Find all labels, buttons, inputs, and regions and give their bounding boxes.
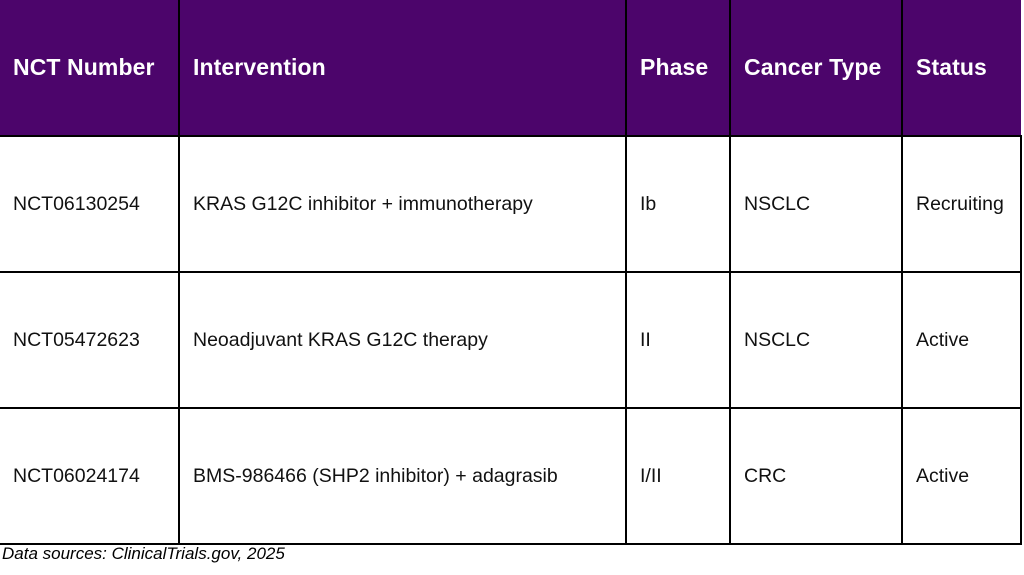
cell-status: Active xyxy=(901,271,1022,409)
cell-cancer-type: NSCLC xyxy=(729,271,903,409)
table-row[interactable]: NCT06024174 BMS-986466 (SHP2 inhibitor) … xyxy=(0,407,1022,545)
table-body: NCT06130254 KRAS G12C inhibitor + immuno… xyxy=(0,135,1022,545)
column-header-nct-number[interactable]: NCT Number xyxy=(0,0,180,137)
cell-cancer-type: CRC xyxy=(729,407,903,545)
table-header: NCT Number Intervention Phase Cancer Typ… xyxy=(0,0,1021,137)
table-row[interactable]: NCT06130254 KRAS G12C inhibitor + immuno… xyxy=(0,135,1022,273)
cell-nct-number: NCT06130254 xyxy=(0,135,180,273)
cell-status: Active xyxy=(901,407,1022,545)
cell-nct-number: NCT06024174 xyxy=(0,407,180,545)
data-sources-footnote: Data sources: ClinicalTrials.gov, 2025 xyxy=(2,544,285,563)
clinical-trials-table: NCT Number Intervention Phase Cancer Typ… xyxy=(0,0,1022,545)
cell-phase: I/II xyxy=(625,407,731,545)
header-row: NCT Number Intervention Phase Cancer Typ… xyxy=(0,0,1021,137)
column-header-intervention[interactable]: Intervention xyxy=(178,0,627,137)
cell-nct-number: NCT05472623 xyxy=(0,271,180,409)
cell-intervention: Neoadjuvant KRAS G12C therapy xyxy=(178,271,627,409)
cell-cancer-type: NSCLC xyxy=(729,135,903,273)
cell-status: Recruiting xyxy=(901,135,1022,273)
column-header-status[interactable]: Status xyxy=(901,0,1021,137)
cell-phase: Ib xyxy=(625,135,731,273)
cell-intervention: KRAS G12C inhibitor + immunotherapy xyxy=(178,135,627,273)
cell-intervention: BMS-986466 (SHP2 inhibitor) + adagrasib xyxy=(178,407,627,545)
column-header-cancer-type[interactable]: Cancer Type xyxy=(729,0,903,137)
table-row[interactable]: NCT05472623 Neoadjuvant KRAS G12C therap… xyxy=(0,271,1022,409)
column-header-phase[interactable]: Phase xyxy=(625,0,731,137)
cell-phase: II xyxy=(625,271,731,409)
